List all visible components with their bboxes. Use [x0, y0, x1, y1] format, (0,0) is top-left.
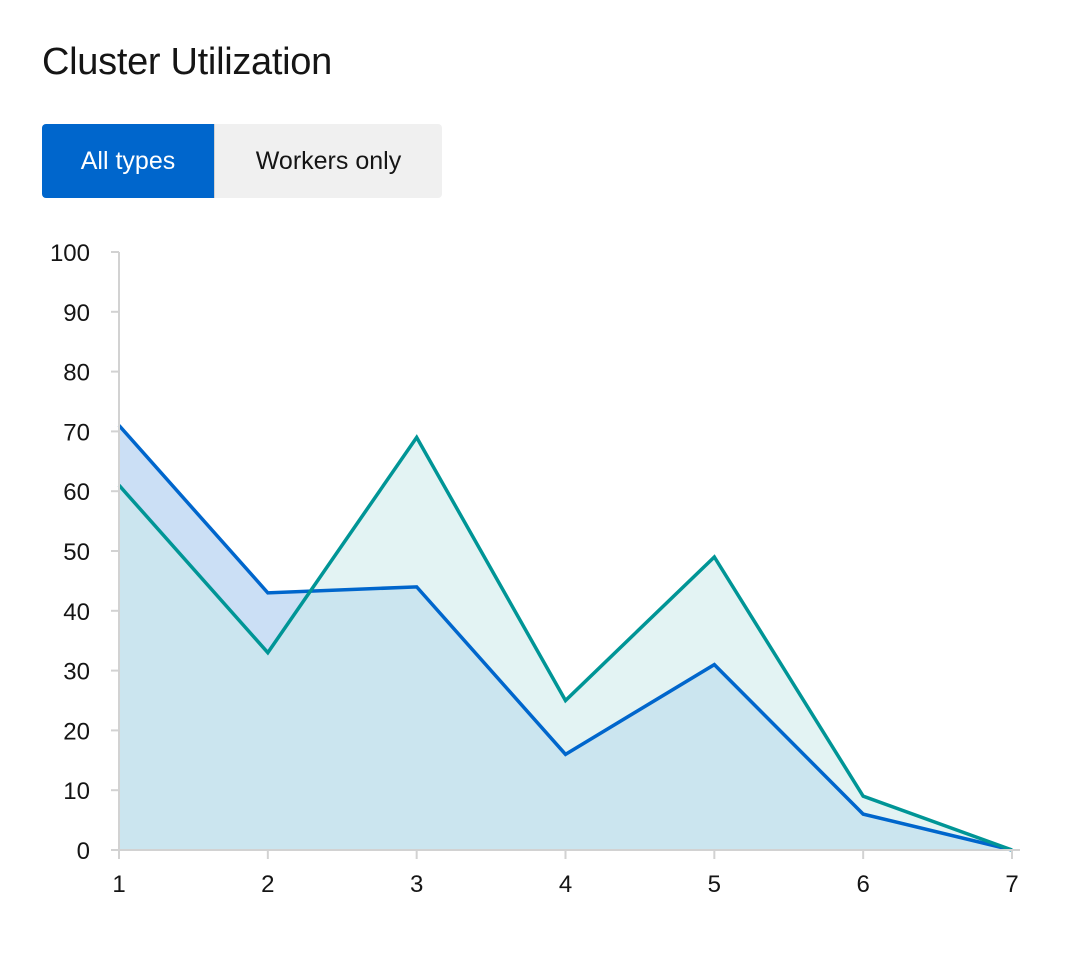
x-tick-label: 3 [410, 871, 423, 898]
page-title: Cluster Utilization [42, 41, 332, 83]
toggle-all-types[interactable]: All types [42, 124, 214, 198]
toggle-workers-only[interactable]: Workers only [214, 124, 442, 198]
y-tick-label: 100 [50, 240, 90, 267]
series-1-line [117, 424, 1013, 852]
x-tick-label: 6 [856, 871, 869, 898]
y-tick-label: 10 [63, 778, 90, 805]
series-2-line [117, 434, 1013, 852]
y-axis-ticks: 0 10 20 30 40 50 60 70 80 90 100 [50, 240, 119, 865]
x-tick-label: 5 [708, 871, 721, 898]
y-tick-label: 70 [63, 419, 90, 446]
y-tick-label: 0 [77, 838, 90, 865]
y-tick-label: 20 [63, 718, 90, 745]
y-tick-label: 50 [63, 539, 90, 566]
y-tick-label: 40 [63, 599, 90, 626]
x-tick-label: 1 [112, 871, 125, 898]
x-tick-label: 7 [1005, 871, 1018, 898]
y-tick-label: 30 [63, 659, 90, 686]
utilization-type-toggle-group: All types Workers only [42, 124, 442, 198]
x-tick-label: 4 [559, 871, 572, 898]
chart-lines [117, 424, 1013, 852]
series-2-area [119, 437, 1012, 850]
x-axis-ticks: 1 2 3 4 5 6 7 [112, 850, 1019, 898]
y-tick-label: 60 [63, 479, 90, 506]
x-tick-label: 2 [261, 871, 274, 898]
y-tick-label: 90 [63, 300, 90, 327]
y-tick-label: 80 [63, 360, 90, 387]
chart-areas [119, 425, 1012, 850]
